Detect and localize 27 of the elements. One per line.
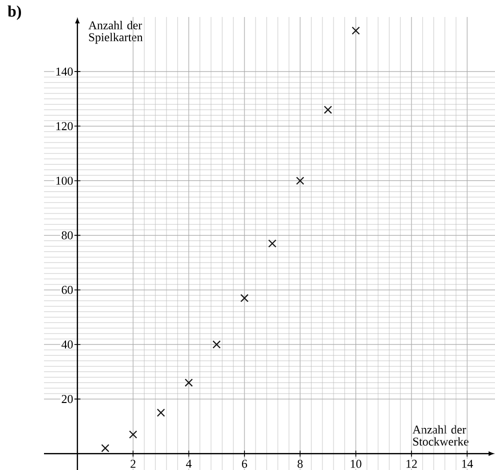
y-tick-label: 140 <box>56 68 73 76</box>
point <box>240 294 249 302</box>
point <box>352 26 360 35</box>
y-axis-title: Anzahl der Spielkarten <box>88 20 143 44</box>
point <box>156 408 165 417</box>
point <box>296 176 304 185</box>
x-tick-label: 2 <box>130 460 136 468</box>
x-tick-label: 6 <box>242 460 248 468</box>
point <box>101 444 110 452</box>
x-tick-label: 14 <box>462 460 473 468</box>
point <box>184 378 193 387</box>
y-tick-label: 40 <box>62 340 73 348</box>
chart-title: b) <box>8 6 21 20</box>
point <box>268 239 276 248</box>
point <box>324 106 332 114</box>
y-tick-label: 120 <box>56 122 73 130</box>
x-axis-title: Anzahl der Stockwerke <box>412 425 468 446</box>
y-tick-label: 60 <box>62 286 73 294</box>
x-tick-label: 10 <box>350 460 362 468</box>
y-tick-label: 100 <box>56 176 73 185</box>
point <box>129 430 138 439</box>
y-tick-label: 80 <box>62 231 73 240</box>
y-tick-label: 20 <box>62 395 73 404</box>
x-tick-label: 8 <box>298 460 303 468</box>
x-tick-label: 12 <box>406 460 417 468</box>
point <box>212 340 221 349</box>
x-tick-label: 4 <box>186 460 192 468</box>
